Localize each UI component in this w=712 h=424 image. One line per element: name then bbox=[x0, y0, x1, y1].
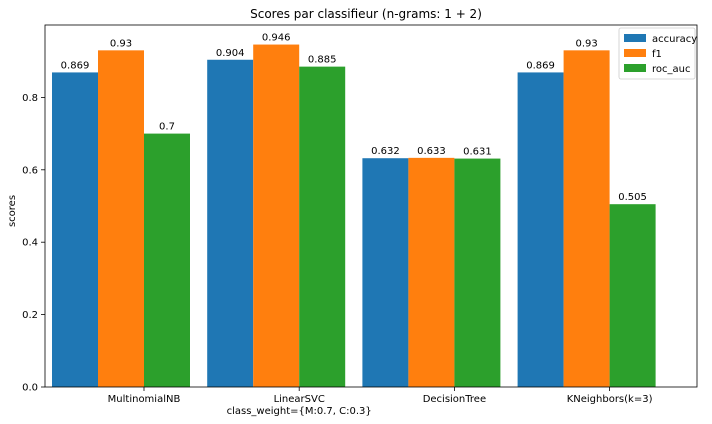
data-label: 0.632 bbox=[371, 146, 400, 157]
bar-f1-3 bbox=[563, 50, 610, 388]
data-label: 0.93 bbox=[110, 38, 132, 49]
data-label: 0.7 bbox=[159, 122, 175, 133]
data-label: 0.633 bbox=[417, 146, 446, 157]
bar-accuracy-2 bbox=[362, 158, 409, 387]
bar-accuracy-3 bbox=[517, 72, 564, 387]
y-tick-label: 0.6 bbox=[22, 165, 38, 176]
bar-accuracy-0 bbox=[52, 72, 98, 387]
y-tick-label: 0.8 bbox=[22, 93, 38, 104]
data-label: 0.869 bbox=[61, 60, 90, 71]
y-tick-label: 0.4 bbox=[22, 238, 38, 249]
chart-title: Scores par classifieur (n-grams: 1 + 2) bbox=[250, 7, 482, 21]
bar-roc_auc-1 bbox=[299, 66, 346, 387]
x-tick-label: KNeighbors(k=3) bbox=[567, 394, 653, 405]
bar-f1-2 bbox=[408, 157, 455, 387]
legend-swatch-roc_auc bbox=[624, 64, 646, 72]
bar-roc_auc-2 bbox=[454, 158, 501, 387]
y-tick-label: 0.2 bbox=[22, 310, 38, 321]
data-label: 0.869 bbox=[526, 60, 555, 71]
bar-f1-0 bbox=[98, 50, 144, 388]
data-label: 0.885 bbox=[308, 55, 337, 66]
plot-area: 0.869 0.904 0.632 0.869 0.93 0.946 0.633 0.93 0.… bbox=[22, 24, 698, 417]
legend-swatch-accuracy bbox=[624, 34, 646, 42]
x-tick-label: class_weight={M:0.7, C:0.3} bbox=[227, 406, 372, 417]
legend: accuracy f1 roc_auc bbox=[618, 27, 697, 80]
y-axis-label: scores bbox=[7, 195, 18, 227]
legend-label-roc_auc: roc_auc bbox=[652, 64, 690, 75]
legend-label-accuracy: accuracy bbox=[652, 34, 697, 45]
bar-roc_auc-0 bbox=[144, 133, 190, 387]
data-label: 0.946 bbox=[262, 33, 291, 44]
plot-frame bbox=[44, 24, 698, 388]
bar-roc_auc-3 bbox=[609, 204, 656, 387]
legend-swatch-f1 bbox=[624, 49, 646, 57]
data-label: 0.631 bbox=[463, 147, 492, 158]
x-tick-label: LinearSVC bbox=[274, 394, 325, 405]
data-label: 0.93 bbox=[575, 38, 597, 49]
x-tick-label: DecisionTree bbox=[423, 394, 486, 405]
data-label: 0.505 bbox=[618, 192, 647, 203]
bar-f1-1 bbox=[253, 44, 300, 387]
legend-label-f1: f1 bbox=[652, 49, 662, 60]
x-tick-label: MultinomialNB bbox=[108, 394, 181, 405]
y-tick-label: 0.0 bbox=[22, 383, 38, 394]
data-label: 0.904 bbox=[216, 48, 245, 59]
bar-accuracy-1 bbox=[207, 59, 254, 387]
